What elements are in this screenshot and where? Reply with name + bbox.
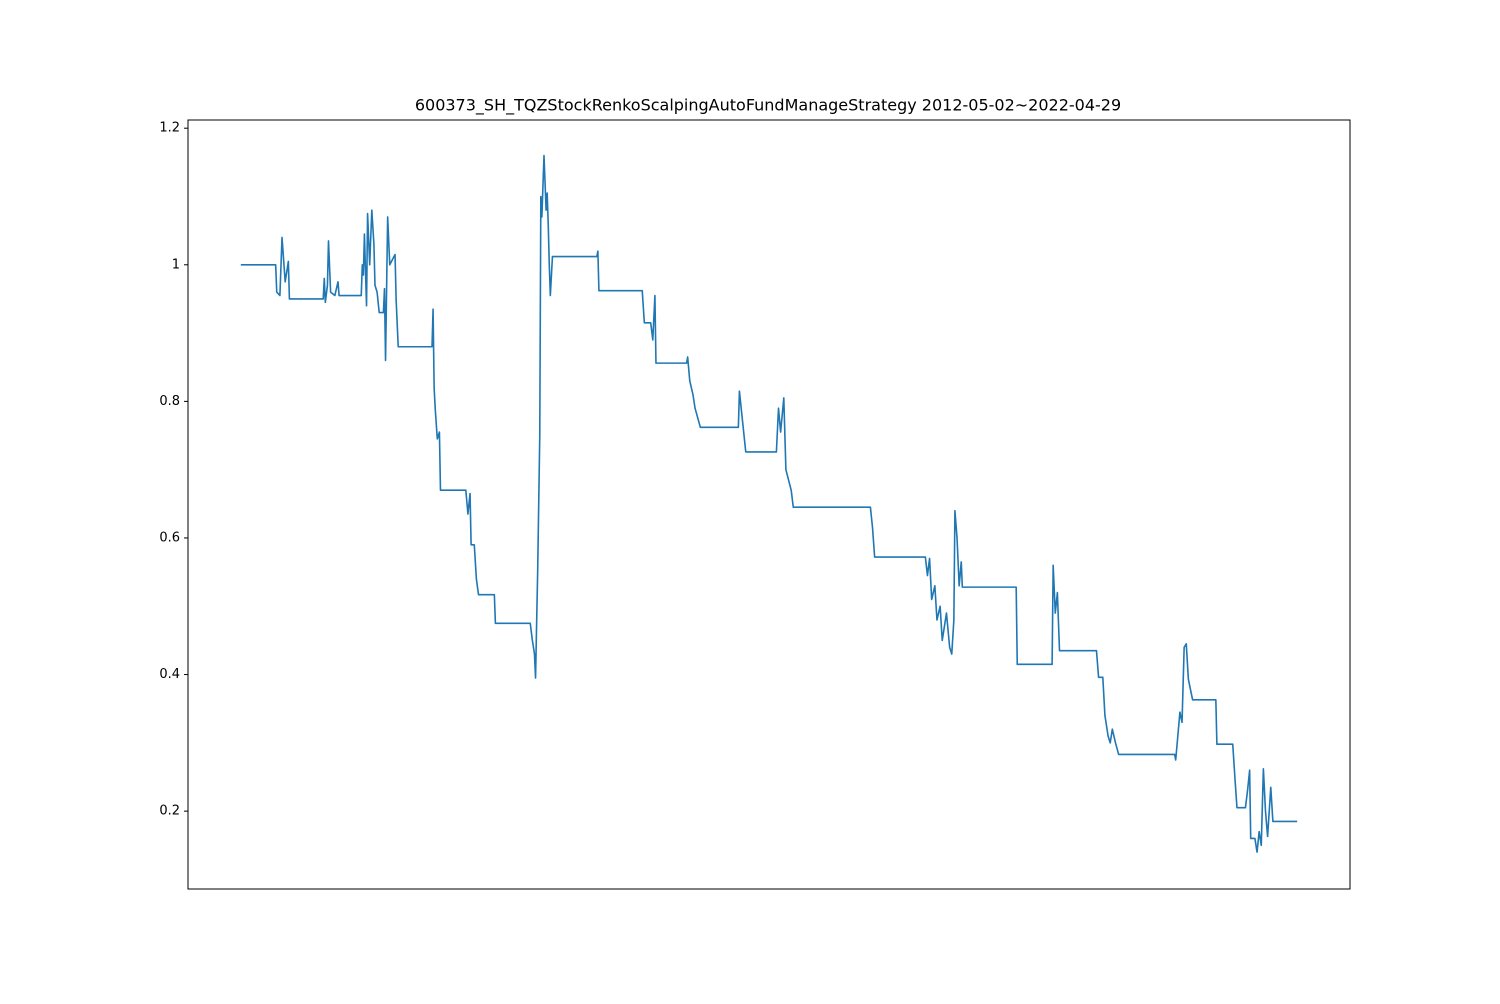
y-tick-label: 0.4 <box>159 667 180 682</box>
y-tick-label: 0.6 <box>159 530 180 545</box>
y-tick-label: 1 <box>172 257 180 272</box>
chart-title: 600373_SH_TQZStockRenkoScalpingAutoFundM… <box>415 96 1121 116</box>
plot-frame <box>187 119 1351 890</box>
y-tick-label: 0.2 <box>159 804 180 819</box>
y-tick-label: 0.8 <box>159 394 180 409</box>
y-tick-label: 1.2 <box>159 121 180 136</box>
line <box>240 154 1298 853</box>
